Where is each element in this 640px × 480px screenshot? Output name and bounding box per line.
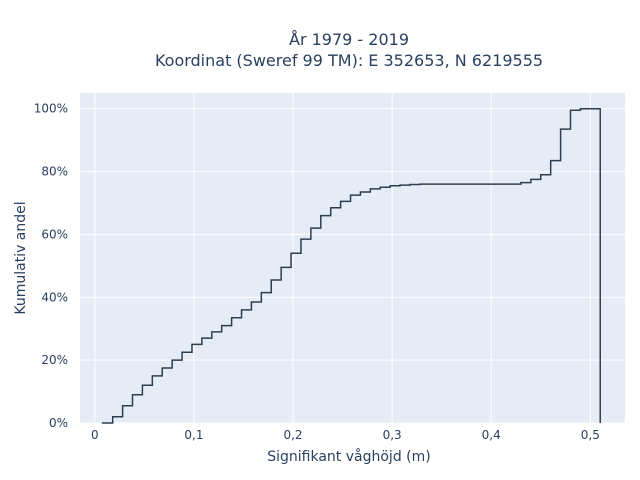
- y-tick-label: 60%: [41, 227, 68, 241]
- y-tick-labels: 0% 20% 40% 60% 80% 100%: [34, 102, 68, 430]
- x-tick-label: 0: [91, 428, 99, 442]
- x-tick-label: 0,5: [581, 428, 600, 442]
- y-tick-label: 20%: [41, 353, 68, 367]
- chart-title-line-2: Koordinat (Sweref 99 TM): E 352653, N 62…: [155, 51, 543, 70]
- y-tick-label: 40%: [41, 290, 68, 304]
- chart-title-line-1: År 1979 - 2019: [289, 30, 409, 49]
- y-tick-label: 0%: [49, 416, 68, 430]
- grid-lines: [80, 93, 625, 424]
- series-line: [101, 107, 601, 424]
- x-tick-labels: 0 0,1 0,2 0,3 0,4 0,5: [91, 428, 600, 442]
- x-tick-label: 0,2: [283, 428, 302, 442]
- x-tick-label: 0,3: [383, 428, 402, 442]
- x-tick-label: 0,1: [184, 428, 203, 442]
- x-tick-label: 0,4: [482, 428, 501, 442]
- y-axis-label: Kumulativ andel: [13, 201, 29, 314]
- y-tick-label: 80%: [41, 165, 68, 179]
- y-tick-label: 100%: [34, 102, 68, 116]
- x-axis-label: Signifikant våghöjd (m): [267, 448, 430, 465]
